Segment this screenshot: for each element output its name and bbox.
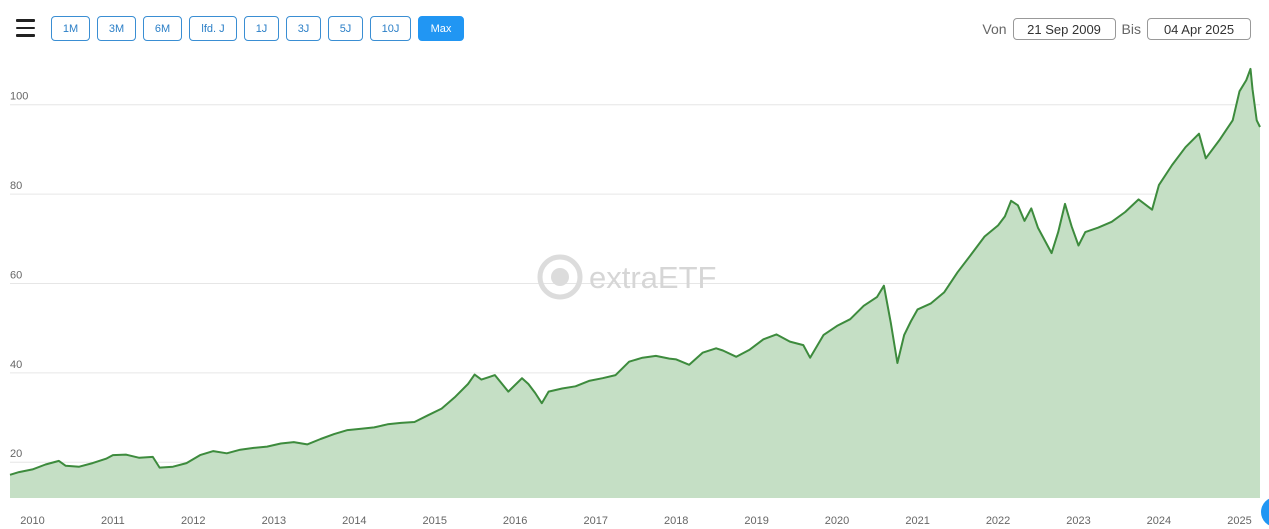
x-tick-label: 2025 [1227,515,1251,527]
x-tick-label: 2022 [986,515,1010,527]
range-button-6m[interactable]: 6M [143,16,182,41]
extraetf-logo-inner [551,268,569,286]
x-tick-label: 2019 [744,515,768,527]
x-tick-label: 2016 [503,515,527,527]
to-label: Bis [1121,21,1141,37]
y-tick-label: 20 [10,448,22,460]
series-line [9,67,1261,476]
x-tick-label: 2018 [664,515,688,527]
range-button-lfd-j[interactable]: lfd. J [189,16,237,41]
range-button-1m[interactable]: 1M [51,16,90,41]
range-button-max[interactable]: Max [418,16,464,41]
x-tick-label: 2010 [20,515,44,527]
range-button-1j[interactable]: 1J [244,16,279,41]
watermark-text: extraETF [589,260,716,295]
x-tick-label: 2013 [262,515,286,527]
from-date-input[interactable] [1012,18,1116,40]
x-tick-label: 2023 [1066,515,1090,527]
y-tick-label: 60 [10,269,22,281]
x-tick-label: 2015 [423,515,447,527]
from-label: Von [982,21,1007,37]
range-button-5j[interactable]: 5J [328,16,363,41]
y-tick-label: 80 [10,180,22,192]
x-tick-label: 2020 [825,515,849,527]
to-date-input[interactable] [1147,18,1251,40]
x-axis-ticks: 2010 2011 2012 2013 2014 2015 2016 2017 2018 2019… [20,515,1252,527]
time-range-selector: 1M 3M 6M lfd. J 1J 3J 5J 10J Max [51,16,464,41]
watermark: extraETF [537,254,716,300]
x-tick-label: 2017 [584,515,608,527]
y-tick-label: 40 [10,359,22,371]
y-tick-label: 100 [10,91,28,103]
range-button-3m[interactable]: 3M [97,16,136,41]
series-area [10,68,1260,499]
chat-bubble-button[interactable] [1261,497,1269,527]
x-tick-label: 2021 [905,515,929,527]
range-button-3j[interactable]: 3J [286,16,321,41]
x-tick-label: 2014 [342,515,366,527]
y-axis-ticks: 20 40 60 80 100 [10,91,28,461]
hamburger-menu-icon[interactable] [16,19,35,37]
date-range-picker: Von Bis [982,18,1251,40]
x-tick-label: 2024 [1147,515,1171,527]
x-tick-label: 2012 [181,515,205,527]
extraetf-logo-icon [537,254,583,300]
range-button-10j[interactable]: 10J [370,16,411,41]
x-tick-label: 2011 [101,515,125,527]
